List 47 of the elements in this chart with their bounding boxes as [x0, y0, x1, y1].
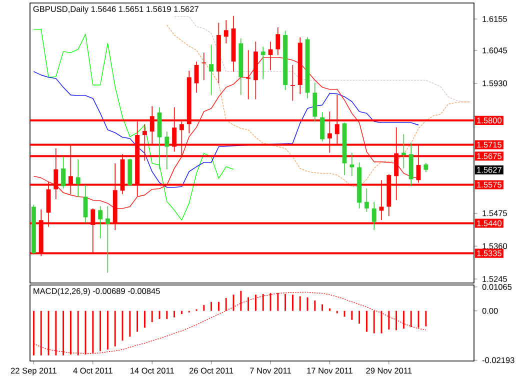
x-tick-label: 17 Nov 2011	[307, 368, 352, 374]
x-tick-label: 29 Nov 2011	[366, 368, 412, 374]
chart-title: GBPUSD,Daily 1.5646 1.5651 1.5619 1.5627	[33, 6, 198, 14]
y-tick-label: 0.01065	[482, 284, 512, 290]
candlestick	[209, 44, 214, 96]
candlestick	[260, 46, 266, 80]
candlestick	[372, 201, 376, 231]
candlestick	[276, 26, 280, 56]
candlestick	[364, 188, 369, 212]
candlestick	[320, 112, 325, 142]
y-tick-label: 1.5245	[482, 276, 507, 282]
x-tick-label: 4 Oct 2011	[73, 368, 112, 374]
candlestick	[401, 134, 406, 169]
candlestick	[312, 82, 318, 122]
y-tick-label: 1.5475	[482, 210, 507, 216]
y-tick-label: 1.6045	[482, 48, 507, 54]
y-tick-label: -0.02193	[482, 357, 514, 364]
candlestick	[290, 64, 295, 102]
candlestick	[424, 162, 428, 173]
line-series	[166, 24, 471, 188]
candlestick	[350, 152, 354, 177]
candlestick	[105, 206, 110, 274]
ref-line-label: 1.5715	[477, 142, 502, 148]
x-tick-label: 14 Oct 2011	[130, 368, 174, 374]
y-tick-label: 1.5360	[482, 243, 507, 250]
y-tick-label: 1.6155	[482, 16, 507, 22]
candlestick	[61, 156, 66, 189]
candlestick	[98, 206, 103, 239]
ref-line-label: 1.5675	[477, 153, 502, 160]
y-tick-label: 0.00	[482, 308, 498, 314]
candlestick	[164, 131, 170, 170]
x-tick-label: 26 Oct 2011	[190, 368, 234, 374]
chart-title: MACD(12,26,9) -0.00689 -0.00845	[34, 288, 160, 296]
ref-line-label: 1.5800	[477, 118, 502, 124]
ref-line-label: 1.5335	[477, 250, 502, 256]
ref-line-label: 1.5440	[477, 220, 502, 226]
x-tick-label: 7 Nov 2011	[250, 368, 291, 374]
candlestick	[76, 158, 80, 198]
candlestick	[83, 184, 88, 224]
annotation: 1.5627	[477, 166, 502, 173]
x-tick-label: 22 Sep 2011	[10, 368, 56, 376]
y-tick-label: 1.5930	[482, 80, 507, 86]
candlestick	[202, 52, 206, 81]
candlestick	[224, 20, 228, 44]
candlestick	[194, 61, 199, 94]
ref-line-label: 1.5575	[477, 182, 502, 188]
line-series	[33, 28, 234, 220]
